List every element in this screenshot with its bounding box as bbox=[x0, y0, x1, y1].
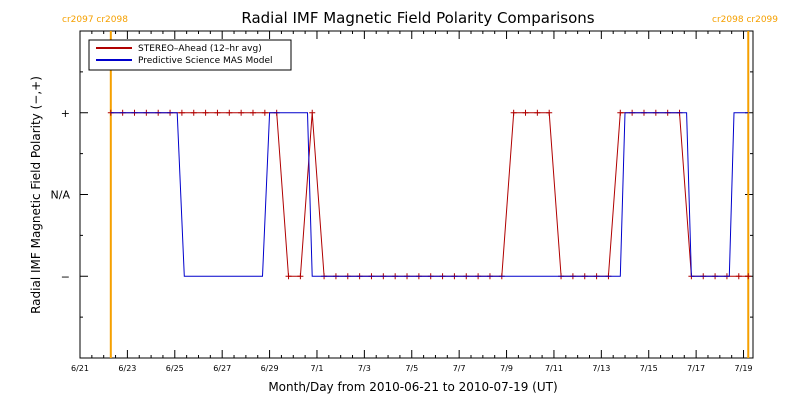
x-tick-label: 7/5 bbox=[405, 364, 418, 373]
data-point-marker bbox=[249, 109, 256, 116]
data-point-marker bbox=[261, 109, 268, 116]
data-point-marker bbox=[178, 109, 185, 116]
data-point-marker bbox=[745, 273, 752, 280]
legend-box bbox=[88, 39, 292, 71]
data-point-marker bbox=[226, 109, 233, 116]
data-point-marker bbox=[202, 109, 209, 116]
x-tick-label: 7/11 bbox=[545, 364, 563, 373]
x-tick-label: 6/23 bbox=[118, 364, 136, 373]
rotation-marker-label: cr2098 cr2099 bbox=[712, 15, 778, 25]
data-point-marker bbox=[735, 273, 742, 280]
x-tick-label: 7/1 bbox=[311, 364, 324, 373]
data-point-marker bbox=[309, 109, 316, 116]
y-level-label: N/A bbox=[51, 189, 71, 202]
data-point-marker bbox=[285, 273, 292, 280]
x-tick-label: 7/7 bbox=[453, 364, 466, 373]
x-tick-label: 7/3 bbox=[358, 364, 371, 373]
data-point-marker bbox=[238, 109, 245, 116]
x-tick-label: 7/9 bbox=[500, 364, 513, 373]
data-point-marker bbox=[546, 109, 553, 116]
x-tick-label: 6/27 bbox=[213, 364, 231, 373]
data-point-marker bbox=[297, 273, 304, 280]
data-point-marker bbox=[214, 109, 221, 116]
legend-entry-label: STEREO–Ahead (12–hr avg) bbox=[138, 44, 262, 54]
data-point-marker bbox=[510, 109, 517, 116]
x-tick-label: 7/13 bbox=[592, 364, 610, 373]
data-point-marker bbox=[617, 109, 624, 116]
legend-entry-label: Predictive Science MAS Model bbox=[138, 56, 273, 66]
legend: STEREO–Ahead (12–hr avg) Predictive Scien… bbox=[88, 39, 292, 71]
x-tick-label: 6/21 bbox=[71, 364, 89, 373]
x-tick-label: 6/29 bbox=[261, 364, 279, 373]
x-tick-label: 6/25 bbox=[166, 364, 184, 373]
x-tick-label: 7/17 bbox=[687, 364, 705, 373]
chart-title: Radial IMF Magnetic Field Polarity Compa… bbox=[241, 9, 594, 27]
x-axis-label: Month/Day from 2010-06-21 to 2010-07-19 … bbox=[268, 380, 557, 394]
data-point-marker bbox=[522, 109, 529, 116]
series-layer bbox=[107, 109, 752, 280]
x-tick-label: 7/19 bbox=[735, 364, 753, 373]
rotation-marker-label: cr2097 cr2098 bbox=[62, 15, 128, 25]
series-line bbox=[110, 112, 749, 277]
carrington-markers: cr2097 cr2098 cr2098 cr2099 bbox=[62, 15, 778, 358]
x-axis: 6/21 6/23 6/25 6/27 6/29 7/1 7/3 7/5 7/7 7/9 7/11 7… bbox=[71, 31, 753, 373]
x-tick-label: 7/15 bbox=[640, 364, 658, 373]
y-level-label: − bbox=[61, 270, 70, 283]
data-point-marker bbox=[190, 109, 197, 116]
y-level-label: + bbox=[61, 107, 70, 120]
y-axis-label: Radial IMF Magnetic Field Polarity (−,+) bbox=[29, 76, 43, 314]
data-point-marker bbox=[534, 109, 541, 116]
